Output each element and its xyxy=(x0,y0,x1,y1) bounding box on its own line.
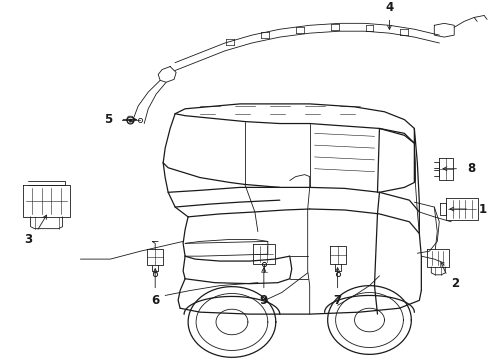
Text: 4: 4 xyxy=(385,1,393,14)
Text: 9: 9 xyxy=(259,294,267,307)
Text: 8: 8 xyxy=(466,162,474,175)
Text: 3: 3 xyxy=(24,233,33,246)
Text: 6: 6 xyxy=(151,294,159,307)
Text: 7: 7 xyxy=(333,294,341,307)
Text: 5: 5 xyxy=(104,113,112,126)
Text: 1: 1 xyxy=(478,203,486,216)
Text: 2: 2 xyxy=(450,277,458,290)
